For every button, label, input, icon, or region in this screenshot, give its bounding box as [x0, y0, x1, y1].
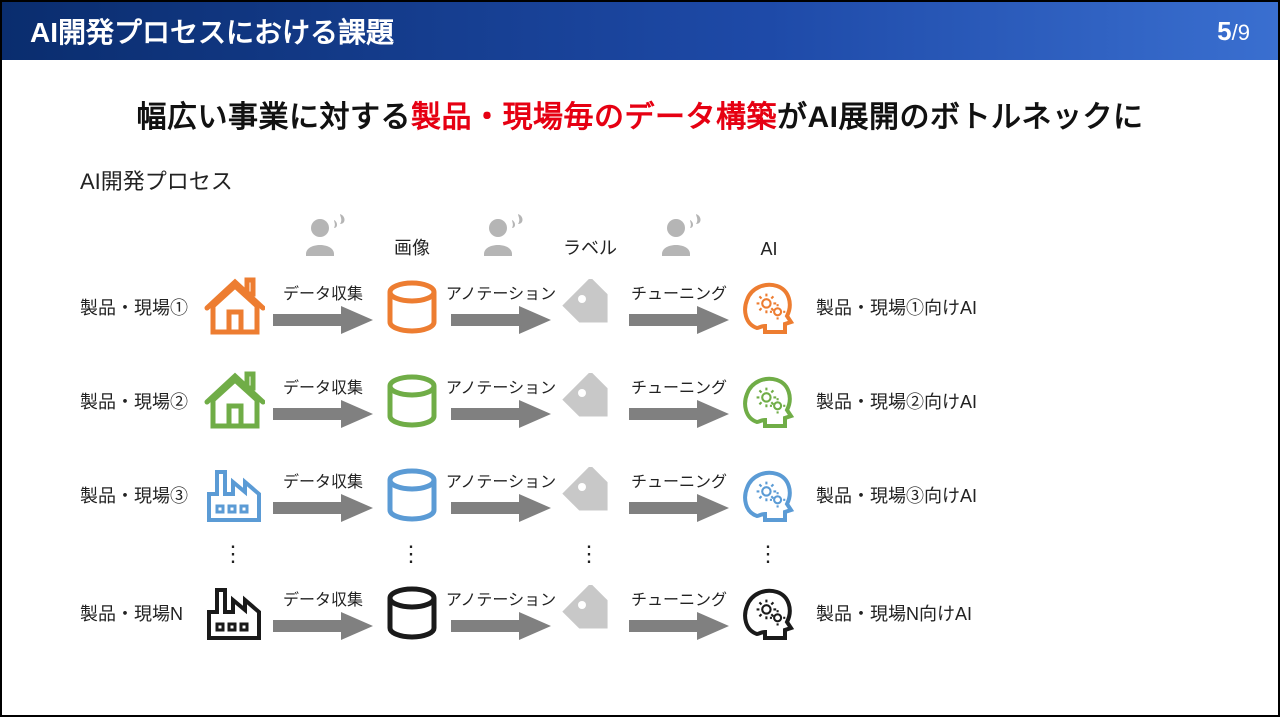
arrow-label: アノテーション: [446, 468, 556, 492]
row-label: 製品・現場N: [80, 600, 200, 626]
arrow-icon: [629, 494, 729, 522]
col-head-label: ラベル: [556, 234, 624, 260]
col-head-ai: AI: [734, 239, 804, 260]
house-icon: [203, 276, 265, 338]
arrow: データ収集: [268, 468, 378, 522]
tag-icon: [562, 373, 618, 429]
header: AI開発プロセスにおける課題 5/9: [2, 2, 1278, 60]
house-icon: [203, 370, 265, 432]
row-output-label: 製品・現場N向けAI: [804, 600, 1004, 626]
page-indicator: 5/9: [1217, 16, 1250, 47]
arrow-label: データ収集: [283, 468, 363, 492]
ai-head-icon: [737, 370, 801, 432]
page-total: /9: [1232, 20, 1250, 45]
arrow-icon: [451, 494, 551, 522]
arrow-icon: [451, 400, 551, 428]
row-label: 製品・現場②: [80, 388, 200, 414]
row-output-label: 製品・現場②向けAI: [804, 388, 1004, 414]
arrow-icon: [451, 306, 551, 334]
subtitle-post: がAI展開のボトルネックに: [777, 101, 1144, 134]
arrow: データ収集: [268, 280, 378, 334]
row-label: 製品・現場①: [80, 294, 200, 320]
arrow-label: データ収集: [283, 280, 363, 304]
arrow: チューニング: [624, 586, 734, 640]
process-row: 製品・現場② データ収集 アノテーション チューニング 製品・現場②向けAI: [80, 354, 1238, 448]
row-label: 製品・現場③: [80, 482, 200, 508]
subtitle: 幅広い事業に対する製品・現場毎のデータ構築がAI展開のボトルネックに: [2, 92, 1278, 136]
tag-icon: [562, 279, 618, 335]
factory-icon: [203, 582, 265, 644]
row-output-label: 製品・現場①向けAI: [804, 294, 1004, 320]
ai-head-icon: [737, 464, 801, 526]
row-output-label: 製品・現場③向けAI: [804, 482, 1004, 508]
arrow-icon: [629, 612, 729, 640]
ellipsis-row: ⋮ ⋮ ⋮ ⋮: [80, 542, 1238, 566]
arrow: アノテーション: [446, 280, 556, 334]
page-current: 5: [1217, 16, 1231, 46]
dots-icon: ⋮: [378, 548, 446, 560]
arrow: アノテーション: [446, 374, 556, 428]
arrow-label: データ収集: [283, 374, 363, 398]
arrow-label: チューニング: [631, 468, 727, 492]
arrow-label: チューニング: [631, 586, 727, 610]
arrow: データ収集: [268, 374, 378, 428]
process-row: 製品・現場① データ収集 アノテーション チューニング 製品・現場①向けAI: [80, 260, 1238, 354]
arrow: アノテーション: [446, 468, 556, 522]
arrow-label: アノテーション: [446, 374, 556, 398]
arrow-label: アノテーション: [446, 586, 556, 610]
cylinder-icon: [382, 372, 442, 430]
cylinder-icon: [382, 466, 442, 524]
arrow-icon: [273, 400, 373, 428]
cylinder-icon: [382, 278, 442, 336]
arrow: チューニング: [624, 374, 734, 428]
column-headers: 画像 ラベル AI: [80, 200, 1238, 260]
person-sweat-icon: [656, 214, 702, 260]
process-grid: 画像 ラベル AI 製品・現場① データ収集 アノテーション チューニング 製品…: [2, 200, 1278, 660]
arrow-icon: [629, 306, 729, 334]
arrow-label: データ収集: [283, 586, 363, 610]
arrow: チューニング: [624, 468, 734, 522]
subtitle-pre: 幅広い事業に対する: [137, 101, 412, 134]
ai-head-icon: [737, 276, 801, 338]
arrow-label: チューニング: [631, 374, 727, 398]
arrow-icon: [273, 494, 373, 522]
slide-title: AI開発プロセスにおける課題: [30, 11, 394, 51]
dots-icon: ⋮: [200, 548, 268, 560]
arrow-icon: [273, 306, 373, 334]
dots-icon: ⋮: [734, 548, 804, 560]
dots-icon: ⋮: [556, 548, 624, 560]
arrow: チューニング: [624, 280, 734, 334]
arrow-icon: [451, 612, 551, 640]
person-sweat-icon: [478, 214, 524, 260]
factory-icon: [203, 464, 265, 526]
arrow-icon: [273, 612, 373, 640]
arrow-label: チューニング: [631, 280, 727, 304]
subtitle-accent: 製品・現場毎のデータ構築: [411, 101, 777, 134]
process-row: 製品・現場③ データ収集 アノテーション チューニング 製品・現場③向けAI: [80, 448, 1238, 542]
col-head-image: 画像: [378, 234, 446, 260]
arrow: アノテーション: [446, 586, 556, 640]
person-sweat-icon: [300, 214, 346, 260]
arrow-icon: [629, 400, 729, 428]
process-row: 製品・現場N データ収集 アノテーション チューニング 製品・現場N向けAI: [80, 566, 1238, 660]
tag-icon: [562, 467, 618, 523]
ai-head-icon: [737, 582, 801, 644]
tag-icon: [562, 585, 618, 641]
arrow-label: アノテーション: [446, 280, 556, 304]
section-label: AI開発プロセス: [80, 164, 1278, 196]
arrow: データ収集: [268, 586, 378, 640]
cylinder-icon: [382, 584, 442, 642]
